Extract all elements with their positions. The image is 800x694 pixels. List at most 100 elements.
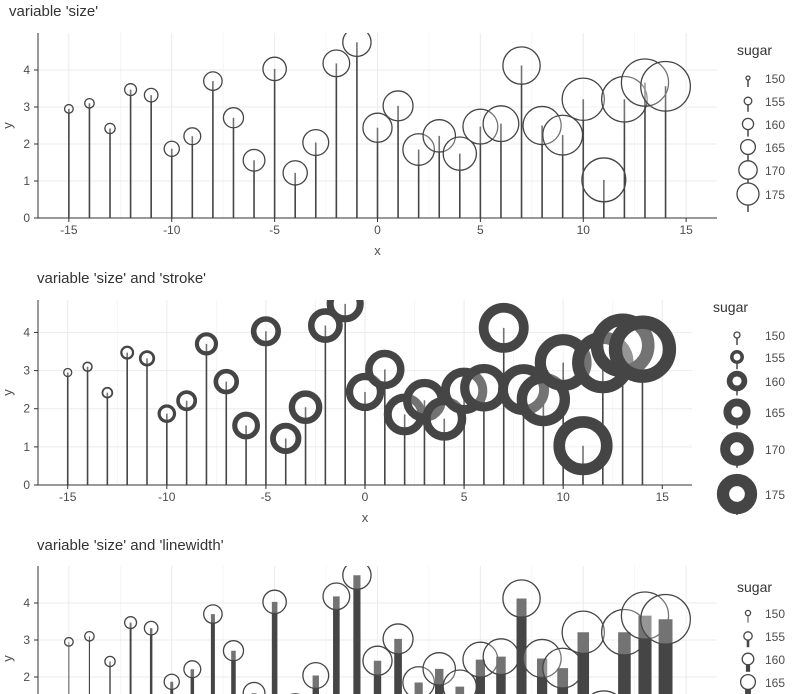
lollipop-head <box>203 71 223 91</box>
legend-key-head <box>720 432 754 466</box>
lollipop-head <box>63 367 73 378</box>
lollipop-head <box>63 636 74 647</box>
lollipop-head <box>203 604 223 624</box>
lollipop-marks <box>63 33 692 218</box>
lollipop-head <box>601 75 648 123</box>
y-axis-label: y <box>0 122 15 129</box>
lollipop-head <box>82 361 93 372</box>
legend-key-head <box>739 138 757 156</box>
lollipop-head <box>362 112 393 143</box>
legend-label: 155 <box>765 630 785 644</box>
lollipop-head <box>581 157 627 203</box>
lollipop-head <box>104 655 116 668</box>
lollipop-head <box>640 593 692 645</box>
lollipop-head <box>542 114 584 156</box>
lollipop-head <box>522 105 562 146</box>
lollipop-head <box>482 638 520 676</box>
legend-label: 150 <box>765 607 785 621</box>
legend-key-head <box>723 398 751 426</box>
lollipop-head <box>553 416 613 476</box>
lollipop-head <box>402 666 436 694</box>
lollipop-head <box>138 350 156 367</box>
lollipop-head <box>222 640 245 662</box>
lollipop-head <box>213 368 240 395</box>
lollipop-head <box>502 46 541 85</box>
chart-title: variable 'size' and 'stroke' <box>37 270 206 287</box>
lollipop-head <box>365 349 405 390</box>
lollipop-head <box>101 386 114 399</box>
x-tick-label: 15 <box>656 490 670 504</box>
lollipop-head <box>542 647 584 689</box>
y-tick-label: 0 <box>23 211 30 225</box>
lollipop-head <box>242 148 266 172</box>
lollipop-head <box>183 127 202 146</box>
panel-size-linewidth: variable 'size' and 'linewidth'-15-10-50… <box>0 537 785 694</box>
y-tick-label: 2 <box>23 402 30 416</box>
chart-title: variable 'size' <box>9 3 98 20</box>
lollipop-head <box>640 60 692 112</box>
legend-label: 165 <box>765 676 785 690</box>
legend-key-head <box>730 350 744 364</box>
legend-key-head <box>743 96 753 106</box>
x-tick-label: -15 <box>60 223 78 237</box>
lollipop-head <box>402 133 436 166</box>
lollipop-head <box>382 90 414 122</box>
lollipop-head <box>502 579 541 618</box>
y-tick-label: 1 <box>23 440 30 454</box>
lollipop-head <box>322 582 351 611</box>
lollipop-head <box>608 315 677 383</box>
lollipop-head <box>620 58 670 107</box>
legend-key-head <box>736 182 760 206</box>
y-tick-label: 1 <box>23 174 30 188</box>
y-tick-label: 0 <box>23 478 30 492</box>
lollipop-head <box>176 390 198 412</box>
legend-key-head <box>716 473 758 515</box>
lollipop-head <box>322 49 351 78</box>
lollipop-marks <box>63 300 677 485</box>
lollipop-head <box>462 108 499 145</box>
y-tick-label: 3 <box>23 100 30 114</box>
legend-label: 170 <box>765 164 785 178</box>
lollipop-head <box>460 363 508 412</box>
lollipop-head <box>561 77 606 121</box>
lollipop-head <box>84 97 95 109</box>
x-axis-label: x <box>362 510 369 525</box>
legend-key-head <box>745 75 751 81</box>
x-tick-label: 5 <box>477 223 484 237</box>
y-tick-label: 4 <box>23 325 30 339</box>
lollipop-head <box>124 616 138 630</box>
lollipop-head <box>522 638 562 679</box>
lollipop-head <box>157 404 177 423</box>
x-tick-label: 5 <box>461 490 468 504</box>
chart-title: variable 'size' and 'linewidth' <box>37 537 224 554</box>
lollipop-head <box>104 122 116 135</box>
x-tick-label: 0 <box>374 223 381 237</box>
lollipop-head <box>342 33 372 58</box>
lollipop-head <box>326 300 364 323</box>
x-tick-label: 10 <box>577 223 591 237</box>
y-tick-label: 3 <box>23 364 30 378</box>
lollipop-head <box>63 103 74 114</box>
legend-label: 160 <box>765 375 785 389</box>
legend-label: 155 <box>765 95 785 109</box>
legend-key-head <box>733 331 741 339</box>
legend: sugar 150 155 160 165 <box>737 579 785 694</box>
lollipop-head <box>143 620 159 636</box>
lollipop-head <box>362 645 393 676</box>
lollipop-head <box>270 422 302 455</box>
legend-label: 160 <box>765 653 785 667</box>
lollipop-head <box>163 673 180 691</box>
legend-label: 160 <box>765 118 785 132</box>
legend-key-head <box>739 673 757 691</box>
legend-label: 155 <box>765 351 785 365</box>
y-axis-label: y <box>0 655 15 662</box>
lollipop-head <box>262 56 287 82</box>
lollipop-head <box>382 623 414 655</box>
legend-label: 170 <box>765 443 785 457</box>
lollipop-head <box>242 681 266 694</box>
legend-label: 175 <box>765 188 785 202</box>
y-tick-label: 2 <box>23 670 30 684</box>
lollipop-head <box>482 105 520 143</box>
legend-key-head <box>741 117 755 131</box>
